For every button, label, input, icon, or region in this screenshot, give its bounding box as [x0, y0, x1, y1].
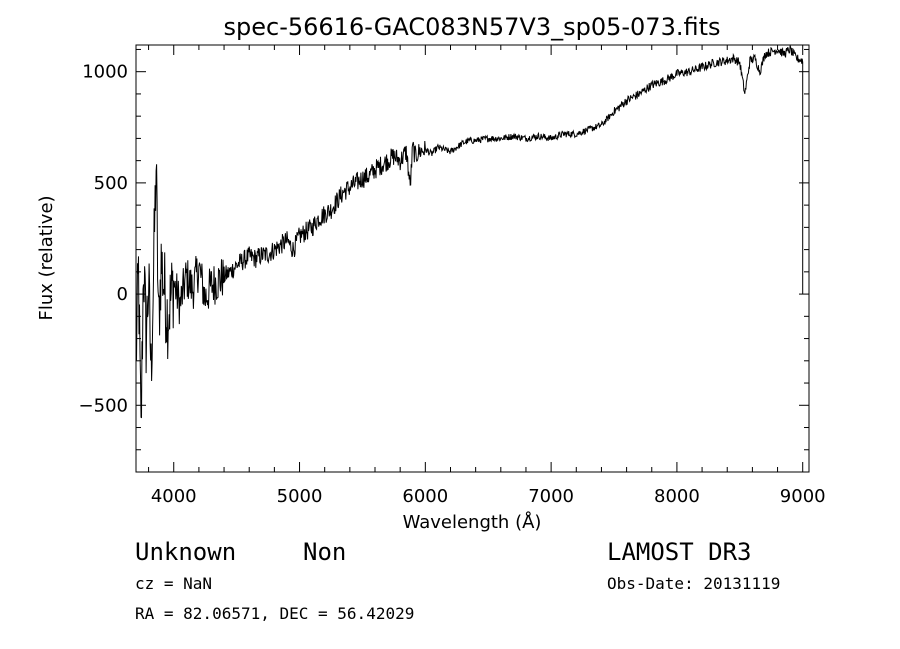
x-tick-label: 5000	[277, 486, 323, 507]
x-axis-ticks	[148, 45, 804, 472]
obs-date-label: Obs-Date: 20131119	[607, 574, 781, 593]
x-axis-label: Wavelength (Å)	[403, 511, 542, 533]
object-class: Unknown	[135, 538, 237, 566]
y-axis-tick-labels: −500 0 500 1000	[79, 62, 128, 417]
survey-label: LAMOST DR3	[607, 538, 752, 566]
y-tick-label: −500	[79, 395, 128, 416]
plot-frame	[135, 44, 810, 473]
flux-series-line	[135, 45, 804, 419]
x-tick-label: 4000	[151, 486, 197, 507]
x-tick-label: 6000	[402, 486, 448, 507]
y-axis-label: Flux (relative)	[36, 195, 57, 320]
y-tick-label: 500	[94, 173, 128, 194]
x-tick-label: 9000	[780, 486, 826, 507]
x-tick-label: 7000	[528, 486, 574, 507]
y-axis-ticks	[136, 48, 809, 451]
object-subclass: Non	[303, 538, 347, 566]
coordinates-label: RA = 82.06571, DEC = 56.42029	[135, 604, 415, 623]
y-tick-label: 1000	[82, 62, 128, 83]
redshift-label: cz = NaN	[135, 574, 213, 593]
x-axis-tick-labels: 4000 5000 6000 7000 8000 9000	[151, 486, 826, 507]
y-tick-label: 0	[117, 284, 128, 305]
chart-title: spec-56616-GAC083N57V3_sp05-073.fits	[224, 13, 721, 41]
x-tick-label: 8000	[654, 486, 700, 507]
